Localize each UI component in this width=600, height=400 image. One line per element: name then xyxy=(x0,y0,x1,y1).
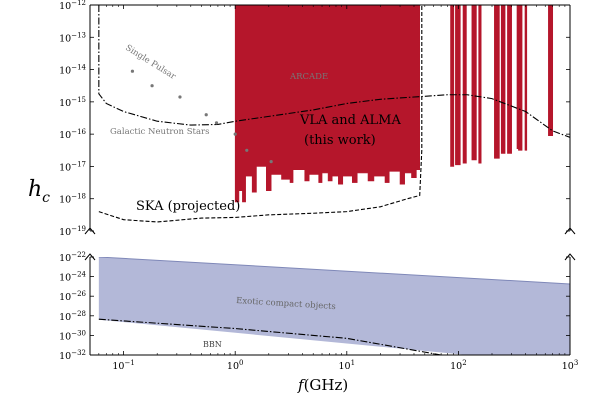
axes-frames xyxy=(84,4,576,356)
xtick-label-0: 10−1 xyxy=(112,359,134,372)
vla-alma-band-2 xyxy=(455,5,461,166)
xtick-label-2: 101 xyxy=(339,359,356,372)
xtick-label-1: 100 xyxy=(227,359,244,372)
exotic-band xyxy=(98,257,570,355)
vla-alma-band-5 xyxy=(478,5,482,164)
pulsar-point-6 xyxy=(245,148,249,152)
bottom-ytick-label-4: 10−24 xyxy=(59,271,86,284)
vla-alma-band-3 xyxy=(462,5,467,164)
bottom-ytick-label-5: 10−22 xyxy=(59,251,86,264)
exotic-band-edge xyxy=(98,257,570,285)
break-mark-bottom-left xyxy=(84,253,96,261)
vla-label-line1: VLA and ALMA xyxy=(299,113,401,128)
top-ytick-label-1: 10−18 xyxy=(59,193,86,206)
arcade-label: ARCADE xyxy=(289,72,328,82)
pulsar-point-0 xyxy=(130,69,135,73)
bottom-ytick-label-3: 10−26 xyxy=(59,290,86,303)
pulsar-point-4 xyxy=(214,121,219,125)
break-mark-top-left xyxy=(84,227,96,235)
y-axis-label: hc xyxy=(28,177,50,206)
vla-alma-band-8 xyxy=(507,5,512,154)
top-ytick-label-4: 10−15 xyxy=(59,96,86,109)
pulsar-point-7 xyxy=(269,159,273,164)
bottom-ytick-label-1: 10−30 xyxy=(59,329,86,342)
vla-alma-band-7 xyxy=(500,5,506,154)
axes-ticks: 10−19 10−18 10−17 10−16 10−15 10−14 10−13 10−12… xyxy=(59,0,578,372)
vla-alma-band-10 xyxy=(518,5,523,151)
top-ytick-label-6: 10−13 xyxy=(59,31,86,44)
pulsar-point-1 xyxy=(150,84,154,88)
top-ytick-label-7: 10−12 xyxy=(59,0,86,12)
bbn-curve xyxy=(98,318,570,355)
bbn-label: BBN xyxy=(203,340,222,349)
pulsar-point-5 xyxy=(233,132,237,136)
bottom-ytick-label-2: 10−28 xyxy=(59,310,86,323)
vla-alma-band-6 xyxy=(494,5,500,159)
bottom-ytick-label-0: 10−32 xyxy=(59,349,86,362)
pulsar-point-2 xyxy=(178,95,182,99)
vla-alma-band-1 xyxy=(450,5,455,167)
top-ytick-label-5: 10−14 xyxy=(59,64,86,77)
vla-alma-band-13 xyxy=(551,5,554,137)
pulsar-point-3 xyxy=(204,113,208,117)
top-ytick-label-3: 10−16 xyxy=(59,128,86,141)
break-mark-top-right xyxy=(564,227,576,235)
top-panel-data xyxy=(98,5,570,223)
xtick-label-3: 102 xyxy=(450,359,467,372)
break-mark-bottom-right xyxy=(564,253,576,261)
neutron-stars-label: Galactic Neutron Stars xyxy=(110,127,209,137)
vla-label-line2: (this work) xyxy=(304,133,376,148)
vla-alma-band-11 xyxy=(524,5,528,151)
xtick-label-4: 103 xyxy=(562,359,579,372)
top-ytick-label-0: 10−19 xyxy=(59,225,86,238)
vla-alma-band-4 xyxy=(471,5,477,161)
top-ytick-label-2: 10−17 xyxy=(59,160,86,173)
ska-label: SKA (projected) xyxy=(136,199,240,214)
bottom-panel-data xyxy=(98,257,570,355)
vla-alma-band-12 xyxy=(548,5,552,137)
arcade-curve xyxy=(98,5,570,138)
vla-alma-band-0 xyxy=(234,5,420,203)
x-axis-label: f(GHz) xyxy=(297,376,348,394)
ska-curve xyxy=(98,5,423,223)
